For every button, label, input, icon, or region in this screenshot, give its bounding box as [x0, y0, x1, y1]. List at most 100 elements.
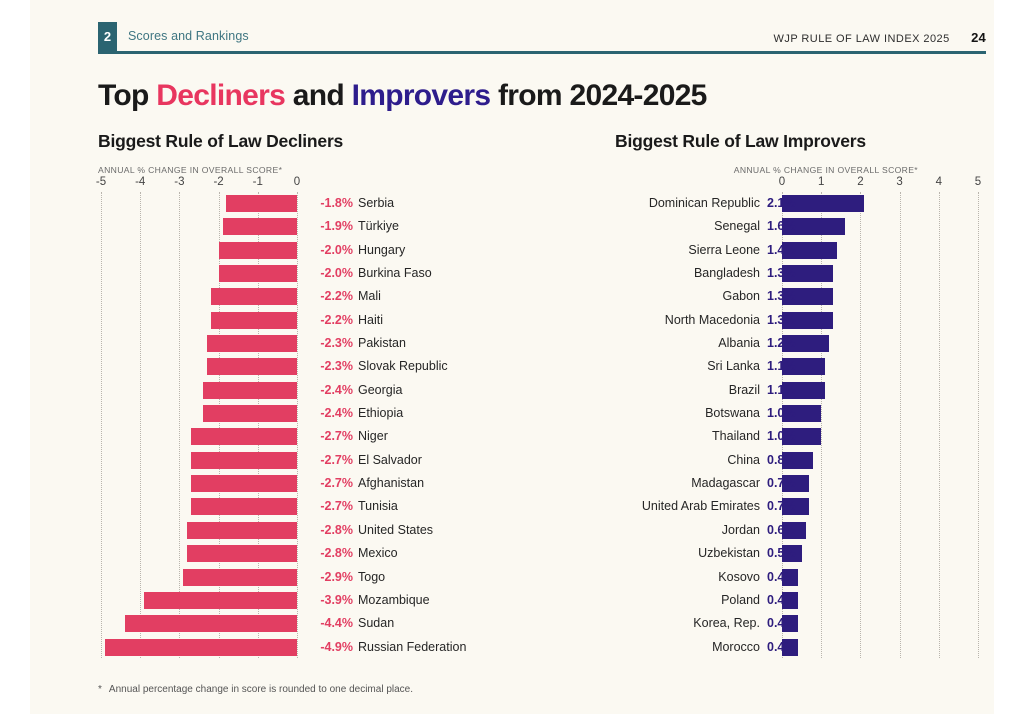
bar[interactable] [782, 428, 822, 446]
bar-value-label: -2.4% [320, 406, 353, 421]
bar[interactable] [782, 545, 802, 563]
bar[interactable] [782, 615, 798, 633]
bar[interactable] [782, 451, 814, 469]
bar[interactable] [104, 638, 297, 656]
bar[interactable] [782, 638, 798, 656]
chart-row[interactable]: 1.0% Botswana [30, 402, 1024, 425]
bar-value-label: -2.8% [320, 522, 353, 537]
bar[interactable] [187, 521, 297, 539]
bar[interactable] [782, 381, 826, 399]
bar[interactable] [782, 475, 810, 493]
bar[interactable] [782, 311, 833, 329]
chart-row[interactable]: 0.4% Korea, Rep. [30, 612, 1024, 635]
bar[interactable] [782, 195, 865, 212]
bar-value-label: 1.1% [767, 382, 796, 397]
bar[interactable] [124, 615, 297, 633]
chart-row[interactable]: -2.7% Afghanistan [30, 472, 1024, 495]
chart-row[interactable]: 0.4% Morocco [30, 636, 1024, 659]
publication-title: WJP RULE OF LAW INDEX 2025 [773, 33, 950, 45]
chart-row[interactable]: 1.3% North Macedonia [30, 309, 1024, 332]
chart-row[interactable]: 1.6% Senegal [30, 215, 1024, 238]
bar[interactable] [782, 335, 830, 353]
bar[interactable] [222, 218, 297, 236]
title-part-2: and [285, 79, 352, 112]
chart-row[interactable]: 0.7% United Arab Emirates [30, 495, 1024, 518]
bar[interactable] [782, 218, 845, 236]
bar[interactable] [782, 498, 810, 516]
bar[interactable] [191, 428, 297, 446]
chart-row[interactable]: 0.4% Kosovo [30, 566, 1024, 589]
chart-row[interactable]: 1.0% Thailand [30, 425, 1024, 448]
bar[interactable] [782, 521, 806, 539]
bar[interactable] [191, 451, 297, 469]
bar[interactable] [187, 545, 297, 563]
chart-row[interactable]: 1.4% Sierra Leone [30, 239, 1024, 262]
bar-category-label: Mali [358, 289, 381, 304]
chart-row[interactable]: 2.1% Dominican Republic [30, 192, 1024, 215]
chart-row[interactable]: -2.8% Mexico [30, 542, 1024, 565]
chart-row[interactable]: -4.9% Russian Federation [30, 636, 1024, 659]
bar[interactable] [782, 568, 798, 586]
chart-row[interactable]: -1.9% Türkiye [30, 215, 1024, 238]
chart-row[interactable]: -2.7% Niger [30, 425, 1024, 448]
chart-row[interactable]: 0.5% Uzbekistan [30, 542, 1024, 565]
chart-row[interactable]: -2.3% Slovak Republic [30, 355, 1024, 378]
chart-row[interactable]: -2.8% United States [30, 519, 1024, 542]
bar[interactable] [144, 591, 297, 609]
bar[interactable] [782, 288, 833, 306]
bar-category-label: Thailand [712, 429, 760, 444]
bar[interactable] [206, 335, 297, 353]
bar[interactable] [202, 405, 297, 423]
axis-tick-label: -2 [213, 176, 224, 188]
bar-value-label: 0.6% [767, 522, 796, 537]
bar-value-label: 1.1% [767, 359, 796, 374]
bar[interactable] [218, 265, 297, 283]
bar[interactable] [191, 475, 297, 493]
chart-row[interactable]: -2.4% Ethiopia [30, 402, 1024, 425]
bar[interactable] [218, 241, 297, 259]
chart-row[interactable]: 0.6% Jordan [30, 519, 1024, 542]
bar[interactable] [226, 195, 297, 212]
chart-row[interactable]: -2.2% Haiti [30, 309, 1024, 332]
chart-row[interactable]: -2.7% Tunisia [30, 495, 1024, 518]
bar[interactable] [782, 591, 798, 609]
chart-row[interactable]: -2.0% Hungary [30, 239, 1024, 262]
bar[interactable] [210, 288, 297, 306]
footnote-text: Annual percentage change in score is rou… [108, 684, 413, 695]
bar[interactable] [202, 381, 297, 399]
chart-row[interactable]: 0.4% Poland [30, 589, 1024, 612]
bar-value-label: -1.9% [320, 219, 353, 234]
chart-row[interactable]: -2.3% Pakistan [30, 332, 1024, 355]
bar[interactable] [206, 358, 297, 376]
chart-row[interactable]: -2.7% El Salvador [30, 449, 1024, 472]
bar-category-label: China [727, 452, 760, 467]
bar-category-label: Sierra Leone [688, 242, 760, 257]
chart-row[interactable]: 0.8% China [30, 449, 1024, 472]
chart-row[interactable]: -4.4% Sudan [30, 612, 1024, 635]
chart-row[interactable]: 1.2% Albania [30, 332, 1024, 355]
chart-row[interactable]: -2.4% Georgia [30, 379, 1024, 402]
chart-row[interactable]: 1.3% Gabon [30, 285, 1024, 308]
bar[interactable] [782, 358, 826, 376]
chart-row[interactable]: -2.0% Burkina Faso [30, 262, 1024, 285]
chart-row[interactable]: -2.2% Mali [30, 285, 1024, 308]
title-accent-decliners: Decliners [156, 79, 286, 112]
bar-value-label: -2.0% [320, 242, 353, 257]
bar[interactable] [183, 568, 297, 586]
chart-row[interactable]: -2.9% Togo [30, 566, 1024, 589]
chart-row[interactable]: 1.1% Brazil [30, 379, 1024, 402]
gridline [860, 192, 862, 658]
bar[interactable] [191, 498, 297, 516]
gridline [140, 192, 142, 658]
chart-row[interactable]: 0.7% Madagascar [30, 472, 1024, 495]
bar[interactable] [782, 241, 837, 259]
bar-value-label: -2.4% [320, 382, 353, 397]
bar[interactable] [782, 405, 822, 423]
gridline [821, 192, 823, 658]
chart-row[interactable]: -1.8% Serbia [30, 192, 1024, 215]
bar[interactable] [782, 265, 833, 283]
bar[interactable] [210, 311, 297, 329]
chart-row[interactable]: 1.3% Bangladesh [30, 262, 1024, 285]
chart-row[interactable]: -3.9% Mozambique [30, 589, 1024, 612]
chart-row[interactable]: 1.1% Sri Lanka [30, 355, 1024, 378]
